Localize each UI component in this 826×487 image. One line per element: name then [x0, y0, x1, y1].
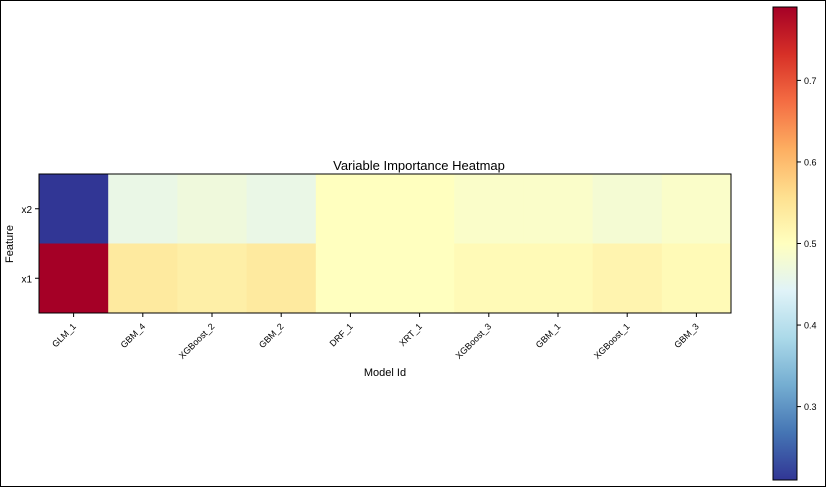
y-tick-label-x1: x1: [21, 274, 32, 285]
colorbar-tick-label-1: 0.4: [804, 321, 817, 331]
plot-area-border: [38, 173, 732, 314]
colorbar-tick-label-3: 0.6: [804, 157, 817, 167]
heatmap-cell-x1-GLM_1: [39, 243, 109, 314]
heatmap-cell-x1-XRT_1: [385, 243, 455, 314]
y-axis-label: Feature: [4, 225, 16, 263]
heatmap-cell-x2-XGBoost_1: [592, 174, 663, 244]
heatmap-cell-x1-XGBoost_2: [177, 243, 248, 314]
colorbar-tick-label-4: 0.7: [804, 76, 817, 86]
x-tick-label-DRF_1: DRF_1: [328, 321, 355, 348]
colorbar-tick-label-0: 0.3: [804, 402, 817, 412]
y-axis-ticks: x2 x1: [21, 205, 39, 285]
x-tick-label-GBM_1: GBM_1: [534, 321, 563, 350]
heatmap-cell-x2-DRF_1: [315, 174, 386, 244]
heatmap-cell-x1-GBM_3: [661, 243, 732, 314]
heatmap-cell-x1-XGBoost_1: [592, 243, 663, 314]
heatmap-cell-x1-XGBoost_3: [454, 243, 524, 314]
heatmap-cell-x2-GBM_1: [523, 174, 594, 244]
heatmap-cells: [39, 174, 732, 314]
x-tick-label-XGBoost_3: XGBoost_3: [454, 321, 494, 361]
x-axis-ticks: GLM_1 GBM_4 XGBoost_2 GBM_2 DRF_1 XRT_1 XGBoos…: [50, 313, 701, 361]
x-tick-label-XRT_1: XRT_1: [397, 321, 424, 348]
heatmap-cell-x2-XRT_1: [385, 174, 455, 244]
chart-title: Variable Importance Heatmap: [333, 158, 505, 173]
x-tick-label-XGBoost_1: XGBoost_1: [592, 321, 632, 361]
x-tick-label-GLM_1: GLM_1: [50, 321, 78, 349]
x-tick-label-XGBoost_2: XGBoost_2: [177, 321, 217, 361]
heatmap-cell-x1-DRF_1: [315, 243, 386, 314]
heatmap-cell-x2-GLM_1: [39, 174, 109, 244]
x-tick-label-GBM_2: GBM_2: [257, 321, 286, 350]
x-axis-label: Model Id: [364, 367, 406, 379]
x-tick-label-GBM_4: GBM_4: [119, 321, 148, 350]
heatmap-cell-x2-GBM_3: [661, 174, 732, 244]
y-tick-label-x2: x2: [21, 205, 32, 216]
heatmap-cell-x2-XGBoost_2: [177, 174, 248, 244]
x-tick-label-GBM_3: GBM_3: [672, 321, 701, 350]
heatmap-cell-x1-GBM_1: [523, 243, 594, 314]
colorbar: [772, 6, 798, 481]
heatmap-cell-x1-GBM_4: [108, 243, 178, 314]
heatmap-cell-x1-GBM_2: [246, 243, 317, 314]
heatmap-cell-x2-GBM_4: [108, 174, 178, 244]
colorbar-ticks: 0.3 0.4 0.5 0.6 0.7: [797, 76, 817, 412]
heatmap-cell-x2-GBM_2: [246, 174, 317, 244]
colorbar-tick-label-2: 0.5: [804, 239, 817, 249]
heatmap-cell-x2-XGBoost_3: [454, 174, 524, 244]
